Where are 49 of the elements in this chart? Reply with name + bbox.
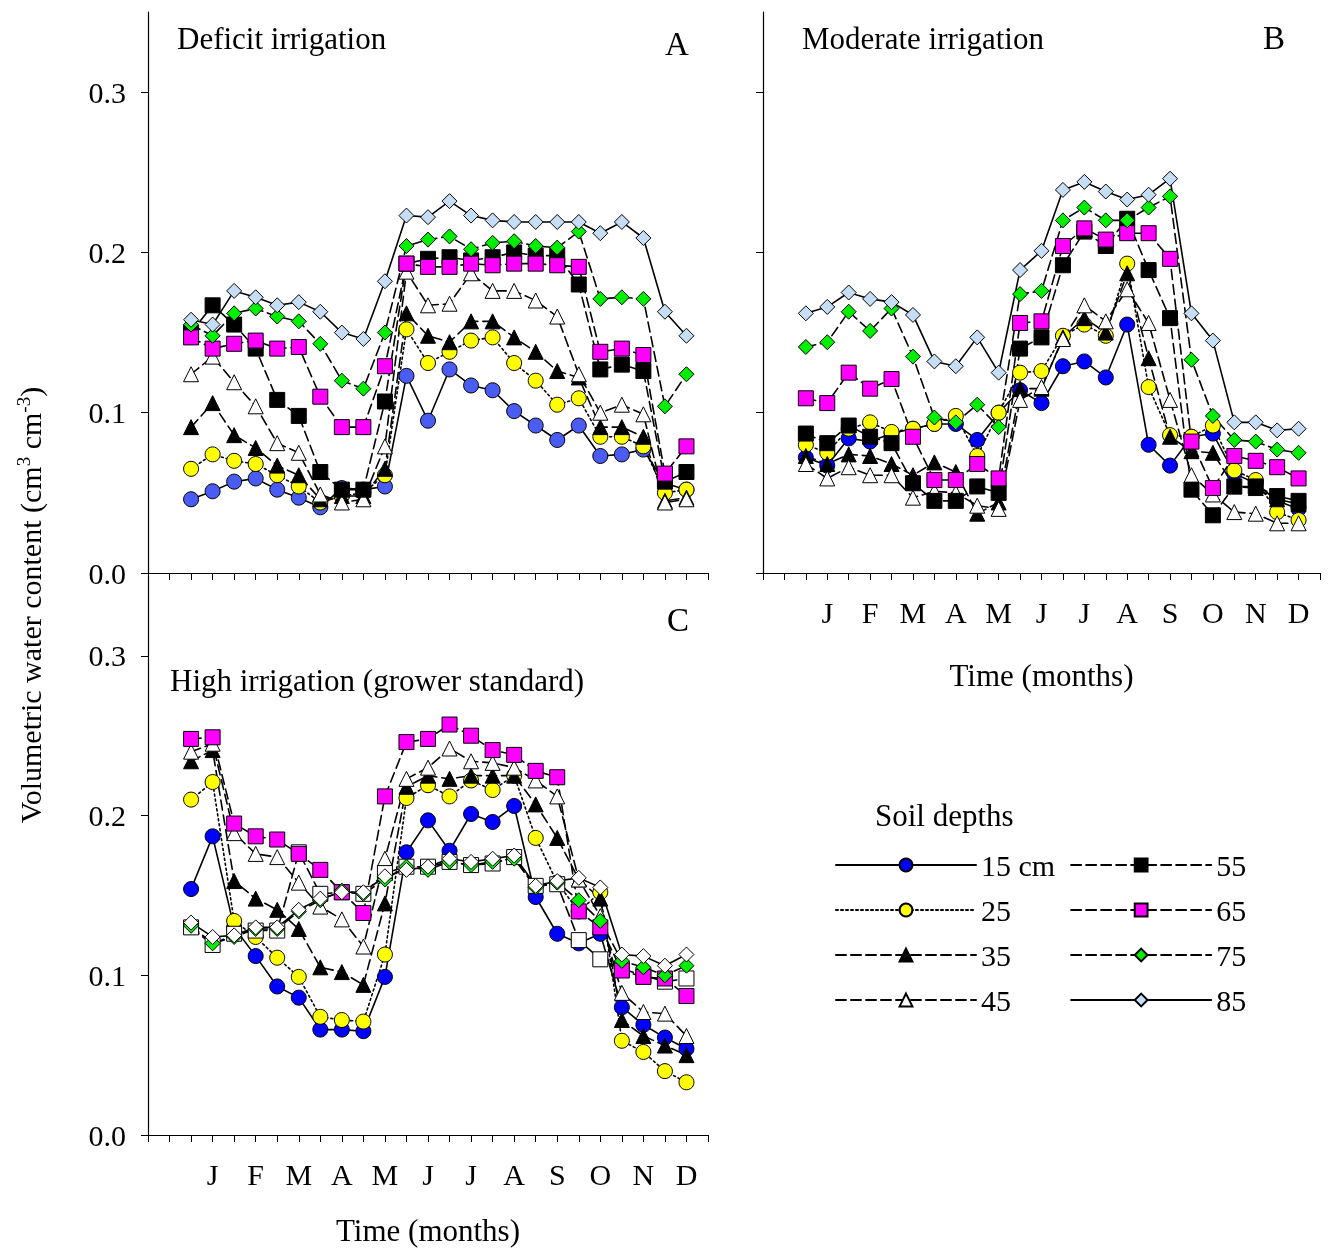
x-axis-title: Time (months) [335,1213,521,1248]
x-tick-label: N [1244,595,1267,629]
x-tick-label: M [899,595,927,629]
x-tick-label: J [1035,595,1048,629]
x-tick-label: J [1078,595,1091,629]
x-tick-label: J [821,595,834,629]
x-tick-label: M [985,595,1012,629]
x-tick-label: M [285,1157,313,1191]
x-tick-label: A [1116,595,1139,629]
y-tick-label: 0.3 [88,75,126,109]
x-tick-label: A [503,1157,526,1191]
annotation: B [1263,19,1286,56]
x-tick-label: S [1161,595,1179,629]
text: High irrigation (grower standard) [170,663,585,698]
annotation: C [667,601,690,638]
legend-title: Soil depths [875,798,1014,833]
y-tick-label: 0.2 [88,799,126,833]
y-tick-label: 0.3 [88,639,126,673]
x-tick-label: M [371,1157,399,1191]
x-tick-label: J [422,1157,435,1191]
x-axis-title: Time (months) [949,658,1134,693]
x-tick-label: A [944,595,967,629]
x-tick-label: J [465,1157,478,1191]
y-tick-label: 0.1 [88,958,126,992]
chart-title: Deficit irrigation [177,21,387,56]
x-tick-label: A [331,1157,354,1191]
y-tick-label: 0.0 [88,1118,126,1152]
x-tick-label: O [589,1157,612,1191]
y-tick-label: 0.2 [88,235,126,269]
x-tick-label: O [1202,595,1224,629]
legend-label: 75 [1216,938,1247,972]
x-tick-label: N [632,1157,655,1191]
x-tick-label: F [861,595,879,629]
x-tick-label: F [247,1157,265,1191]
annotation: A [665,25,689,62]
legend-label: 55 [1216,848,1247,882]
x-tick-label: J [206,1157,219,1191]
legend-label: 15 cm [981,848,1056,882]
legend-label: 85 [1216,983,1247,1017]
y-tick-label: 0.0 [88,556,126,590]
legend-label: 25 [981,893,1011,927]
legend-label: 65 [1216,893,1247,927]
x-tick-label: D [1287,595,1310,629]
legend-label: 45 [981,983,1011,1017]
x-tick-label: S [548,1157,566,1191]
y-tick-label: 0.1 [88,396,126,430]
legend-label: 35 [981,938,1011,972]
chart-title: Moderate irrigation [802,21,1045,56]
x-tick-label: D [675,1157,698,1191]
